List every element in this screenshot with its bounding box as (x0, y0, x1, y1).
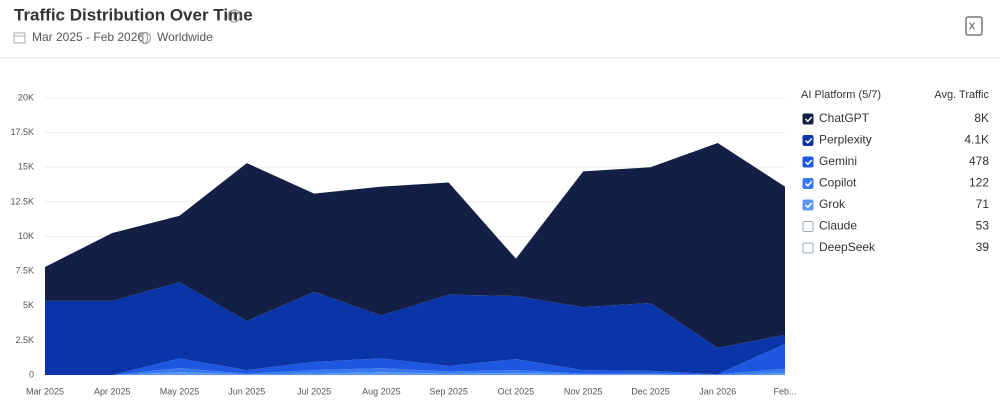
area (45, 282, 785, 375)
y-tick-label: 15K (18, 162, 34, 172)
legend-name[interactable]: Grok (819, 197, 846, 211)
legend-name[interactable]: Claude (819, 219, 857, 233)
svg-text:X: X (969, 22, 976, 33)
x-tick-label: Dec 2025 (631, 386, 670, 396)
legend-checkbox[interactable] (802, 156, 814, 168)
legend-title: AI Platform (5/7) (801, 89, 881, 101)
check-mark (804, 180, 813, 187)
legend-name[interactable]: Perplexity (819, 133, 872, 147)
legend-name[interactable]: DeepSeek (819, 240, 876, 254)
x-tick-label: Mar 2025 (26, 386, 64, 396)
check-mark (804, 137, 813, 144)
legend-name[interactable]: ChatGPT (819, 111, 870, 125)
legend-value: 8K (974, 111, 989, 125)
x-tick-label: May 2025 (160, 386, 200, 396)
title: Traffic Distribution Over Time (14, 5, 253, 24)
legend-checkbox[interactable] (802, 113, 814, 125)
region: Worldwide (157, 30, 213, 44)
legend-value-header: Avg. Traffic (934, 89, 989, 101)
x-tick-label: Jan 2026 (699, 386, 736, 396)
legend-checkbox[interactable] (802, 135, 814, 146)
y-tick-label: 0 (29, 369, 34, 379)
legend-value: 122 (969, 176, 989, 190)
legend-name[interactable]: Copilot (819, 176, 857, 190)
x-tick-label: Sep 2025 (429, 386, 468, 396)
excel-export[interactable]: X (965, 16, 983, 36)
check-mark (804, 159, 813, 166)
info-icon[interactable] (227, 9, 241, 23)
y-tick-label: 20K (18, 92, 34, 102)
y-tick-label: 5K (23, 300, 34, 310)
check-mark (804, 202, 813, 209)
legend-value: 53 (976, 219, 990, 233)
y-tick-label: 2.5K (15, 335, 34, 345)
x-tick-label: Oct 2025 (498, 386, 535, 396)
check-mark (804, 116, 813, 123)
legend-value: 478 (969, 154, 989, 168)
x-tick-label: Aug 2025 (362, 386, 401, 396)
x-tick-label: Nov 2025 (564, 386, 603, 396)
y-tick-label: 10K (18, 231, 34, 241)
area (45, 143, 785, 348)
x-tick-label: Jul 2025 (297, 386, 331, 396)
legend-checkbox[interactable] (802, 199, 814, 211)
legend-checkbox[interactable] (802, 178, 814, 189)
y-tick-label: 17.5K (10, 127, 34, 137)
legend-checkbox[interactable] (802, 242, 814, 254)
legend-value: 39 (976, 240, 990, 254)
legend-value: 4.1K (964, 133, 989, 147)
date-range: Mar 2025 - Feb 2026 (32, 30, 144, 44)
legend-name[interactable]: Gemini (819, 154, 857, 168)
legend-value: 71 (976, 197, 990, 211)
y-tick-label: 7.5K (15, 266, 34, 276)
calendar-icon (13, 32, 26, 44)
globe-icon (139, 32, 151, 44)
area (45, 343, 785, 375)
x-tick-label: Apr 2025 (94, 386, 131, 396)
x-tick-label: Jun 2025 (228, 386, 265, 396)
area (45, 368, 785, 375)
legend-checkbox[interactable] (802, 221, 814, 232)
x-tick-label: Feb... (773, 386, 796, 396)
y-tick-label: 12.5K (10, 196, 34, 206)
